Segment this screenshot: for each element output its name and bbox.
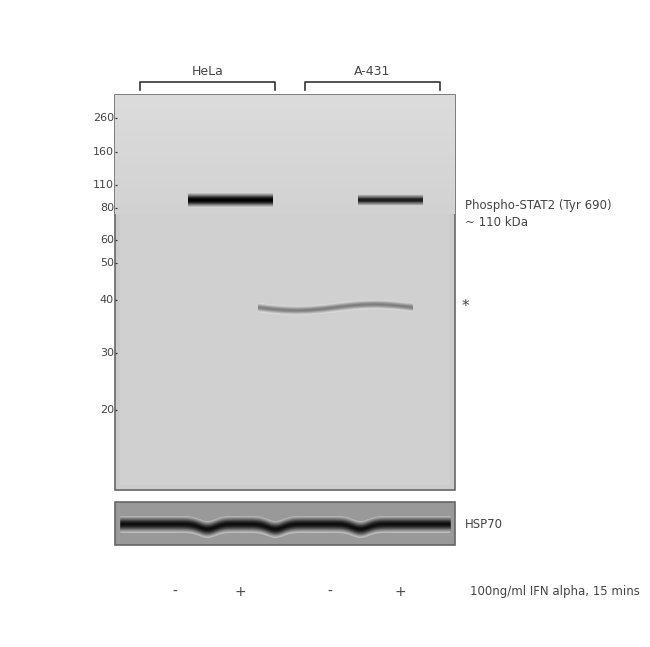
Text: 260: 260 xyxy=(93,113,114,123)
Text: -: - xyxy=(172,585,177,599)
Text: 110: 110 xyxy=(93,180,114,190)
Bar xyxy=(115,107,455,113)
Bar xyxy=(115,118,455,125)
Text: Phospho-STAT2 (Tyr 690): Phospho-STAT2 (Tyr 690) xyxy=(465,199,612,212)
Bar xyxy=(115,137,455,142)
Text: +: + xyxy=(394,585,406,599)
Text: *: * xyxy=(462,300,469,314)
Text: +: + xyxy=(234,585,246,599)
Bar xyxy=(115,142,455,148)
Bar xyxy=(115,202,455,208)
Text: A-431: A-431 xyxy=(354,65,391,78)
Text: 160: 160 xyxy=(93,147,114,157)
Text: 20: 20 xyxy=(100,405,114,415)
Bar xyxy=(115,101,455,107)
Text: 60: 60 xyxy=(100,235,114,245)
Text: HSP70: HSP70 xyxy=(465,518,503,531)
Bar xyxy=(115,190,455,196)
Text: HeLa: HeLa xyxy=(192,65,224,78)
Bar xyxy=(115,502,455,545)
Text: 50: 50 xyxy=(100,258,114,268)
Bar xyxy=(115,178,455,184)
Bar xyxy=(115,154,455,160)
Bar xyxy=(115,166,455,172)
Bar xyxy=(115,184,455,190)
Bar xyxy=(120,100,450,485)
Text: 80: 80 xyxy=(100,203,114,213)
Bar xyxy=(115,148,455,154)
Bar xyxy=(115,172,455,178)
Text: -: - xyxy=(328,585,332,599)
Bar xyxy=(115,196,455,202)
Text: 40: 40 xyxy=(100,295,114,305)
Text: 30: 30 xyxy=(100,348,114,358)
Text: ~ 110 kDa: ~ 110 kDa xyxy=(465,215,528,228)
Bar xyxy=(115,131,455,137)
Bar xyxy=(115,208,455,214)
Bar xyxy=(115,95,455,101)
Bar xyxy=(115,95,455,490)
Bar xyxy=(115,125,455,131)
Bar xyxy=(115,160,455,166)
Text: 100ng/ml IFN alpha, 15 mins: 100ng/ml IFN alpha, 15 mins xyxy=(470,586,640,598)
Bar xyxy=(115,113,455,118)
